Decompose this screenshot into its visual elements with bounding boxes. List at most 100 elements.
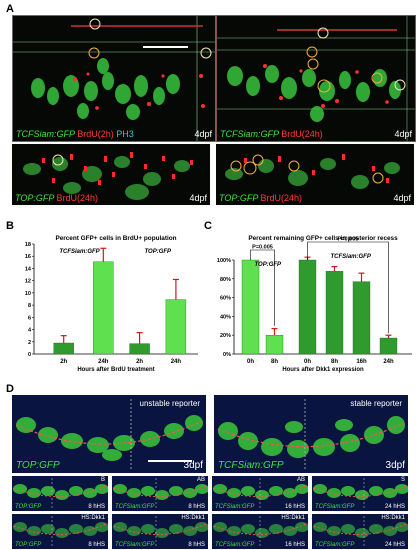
caption-a4: TOP:GFP BrdU(24h) (219, 193, 302, 203)
bar (93, 261, 114, 355)
chart-b: Percent GFP+ cells in BrdU+ population 0 2… (14, 230, 206, 380)
y-tick-label: 16 (25, 254, 31, 260)
reporter-label: TOP:GFP (15, 193, 55, 203)
tile-image (313, 516, 408, 547)
group-label: TOP:GFP (255, 262, 283, 268)
tile-tag: HS:Dkk1 (181, 515, 205, 521)
stage-label: 4dpf (394, 129, 412, 139)
tile-tag: HS:Dkk1 (281, 515, 305, 521)
panel-d-tile: B TOP:GFP 8 hHS (12, 476, 108, 511)
tile-time: 16 hHS (284, 504, 305, 510)
x-tick-label: 0h (304, 359, 311, 365)
tile-tag: AB (296, 477, 305, 483)
x-tick-label: 8h (331, 359, 338, 365)
panel-label-a: A (6, 3, 14, 15)
y-tick-label: 6 (28, 315, 31, 321)
x-tick-label: 24h (98, 359, 109, 365)
group-label: TCFSiam:GFP (331, 254, 372, 260)
tile-time: 8 hHS (188, 504, 205, 510)
tile-time: 24 hHS (384, 542, 405, 548)
group-label: TCFSiam:GFP (59, 249, 100, 255)
tile-time: 8 hHS (88, 542, 105, 548)
reporter-stability-label: stable reporter (350, 399, 402, 408)
reporter-label: TCFSiam:GFP (16, 129, 75, 139)
y-tick-label: 60% (220, 296, 231, 302)
brdu-label: BrdU(24h) (260, 193, 303, 203)
panel-d-tile: HS:Dkk1 TCFSiam:GFP 8 hHS (112, 514, 208, 549)
tile-time: 8 hHS (188, 542, 205, 548)
confocal-image-a1 (13, 16, 215, 141)
panel-a-top-right: TCFSiam:GFP BrdU(24h) 4dpf (216, 15, 416, 142)
significance-bracket (250, 249, 275, 326)
bar (241, 259, 260, 355)
chart-c: Percent remaining GFP+ cells in posterio… (206, 230, 418, 380)
x-tick-label: 8h (271, 359, 278, 365)
y-tick-label: 2 (28, 340, 31, 346)
panel-a-top-left: TCFSiam:GFP BrdU(2h) PH3 4dpf (12, 15, 216, 142)
tile-image (113, 478, 208, 509)
y-tick-label: 8 (28, 303, 31, 309)
y-tick-label: 0% (223, 352, 231, 358)
stage-label: 4dpf (393, 193, 411, 203)
y-tick-label: 80% (220, 277, 231, 283)
x-tick-label: 0h (247, 359, 254, 365)
tile-tag: B (100, 477, 105, 483)
panel-a-bottom-right: TOP:GFP BrdU(24h) 4dpf (216, 144, 414, 205)
stage-label: 4dpf (189, 193, 207, 203)
y-tick-label: 0 (28, 352, 31, 358)
panel-label-c: C (204, 220, 212, 232)
x-tick-label: 2h (136, 359, 143, 365)
bar (379, 337, 398, 355)
tile-reporter: TCFSiam:GFP (215, 504, 255, 510)
panel-d-tile: HS:Dkk1 TCFSiam:GFP 16 hHS (212, 514, 308, 549)
tile-tag: S (400, 477, 405, 483)
tile-time: 16 hHS (284, 542, 305, 548)
y-tick-label: 12 (25, 279, 31, 285)
panel-d-top-right: stable reporter TCFSiam:GFP 3dpf (214, 395, 408, 473)
tile-reporter: TCFSiam:GFP (315, 542, 355, 548)
confocal-image-a4 (225, 154, 400, 189)
tile-reporter: TOP:GFP (15, 504, 42, 510)
panel-label-b: B (6, 220, 14, 232)
chart-title: Percent remaining GFP+ cells in posterio… (248, 235, 398, 242)
p-value-label: P=0.005 (338, 237, 359, 243)
tile-image (313, 478, 408, 509)
confocal-image-a3 (23, 152, 193, 200)
x-tick-label: 2h (60, 359, 67, 365)
panel-d-tile: AB TCFSiam:GFP 8 hHS (112, 476, 208, 511)
significance-bracket (307, 241, 389, 334)
y-tick-label: 18 (25, 242, 31, 248)
y-tick-label: 4 (28, 328, 32, 334)
bar (53, 342, 74, 355)
bar (165, 299, 187, 355)
x-tick-label: 24h (171, 359, 182, 365)
x-axis-label: Hours after BrdU treatment (77, 367, 154, 373)
bar (298, 259, 317, 355)
chart-title: Percent GFP+ cells in BrdU+ population (55, 235, 176, 242)
stage-label: 3dpf (183, 460, 203, 471)
panel-label-d: D (6, 383, 14, 395)
stage-label: 4dpf (194, 129, 212, 139)
caption-d2: TCFSiam:GFP (218, 460, 284, 471)
tile-reporter: TCFSiam:GFP (315, 504, 355, 510)
reporter-stability-label: unstable reporter (139, 399, 200, 408)
bar (265, 334, 284, 355)
panel-a-bottom-left: TOP:GFP BrdU(24h) 4dpf (12, 144, 210, 205)
reporter-label: TCFSiam:GFP (220, 129, 279, 139)
tile-tag: HS:Dkk1 (81, 515, 105, 521)
ph3-label: PH3 (116, 129, 134, 139)
panel-d-tile: HS:Dkk1 TOP:GFP 8 hHS (12, 514, 108, 549)
confocal-image-a2 (217, 16, 415, 141)
tile-image (213, 478, 308, 509)
caption-a2: TCFSiam:GFP BrdU(24h) (220, 129, 323, 139)
tile-image (113, 516, 208, 547)
confocal-image-d2 (217, 399, 405, 469)
tile-reporter: TCFSiam:GFP (115, 504, 155, 510)
caption-d1: TOP:GFP (16, 460, 60, 471)
tile-image (13, 516, 108, 547)
brdu-label: BrdU(2h) (77, 129, 114, 139)
tile-reporter: TCFSiam:GFP (215, 542, 255, 548)
bar (325, 271, 344, 355)
p-value-label: P=0.005 (252, 245, 273, 251)
bar (352, 281, 371, 355)
